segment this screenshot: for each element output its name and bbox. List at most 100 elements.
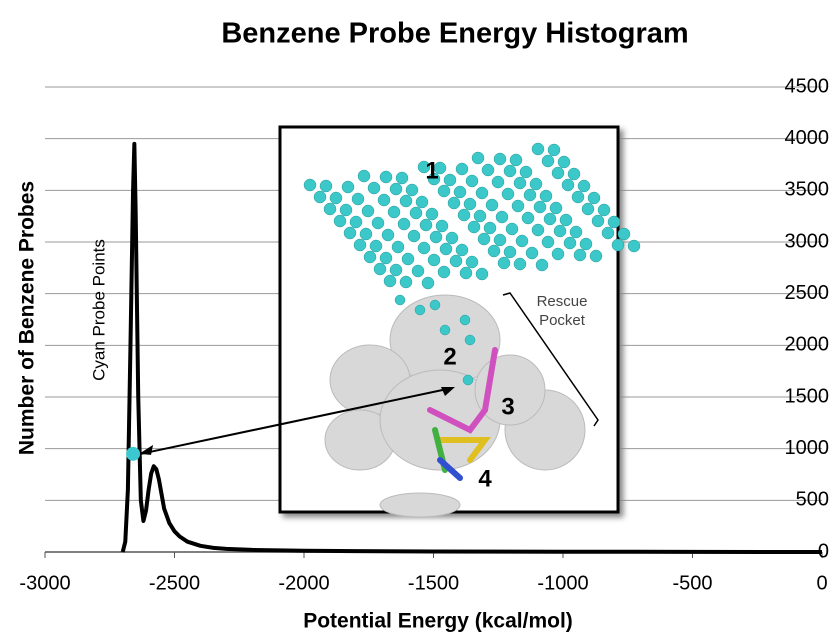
x-tick-label: -1500 (408, 572, 459, 594)
y-tick-label: 1500 (785, 385, 830, 407)
y-tick-label: 0 (818, 540, 829, 562)
y-tick-label: 3000 (785, 230, 830, 252)
y-tick-label: 500 (796, 489, 829, 511)
arrowhead (441, 387, 455, 396)
sphere (367, 181, 381, 195)
sphere (363, 250, 377, 264)
sphere (559, 213, 573, 227)
sphere (511, 199, 525, 213)
sphere (539, 189, 553, 203)
sphere (531, 223, 545, 237)
line (120, 141, 823, 554)
x-tick-label: -2000 (278, 572, 329, 594)
x-tick-label: -3000 (19, 572, 70, 594)
sphere (567, 167, 581, 181)
sphere (379, 251, 393, 265)
sphere (521, 211, 535, 225)
sphere (409, 206, 423, 220)
x-tick-label: -1000 (537, 572, 588, 594)
x-axis-title: Potential Energy (kcal/mol) (303, 610, 573, 633)
sphere (533, 200, 547, 214)
sphere (557, 155, 571, 169)
sphere (493, 233, 507, 247)
x-tick-label: -2500 (149, 572, 200, 594)
sphere (553, 224, 567, 238)
sphere (433, 161, 447, 175)
surface (324, 294, 586, 518)
sphere (437, 265, 451, 279)
sphere (439, 324, 451, 336)
sphere (563, 236, 577, 250)
sphere (473, 209, 487, 223)
sphere (373, 262, 387, 276)
y-tick-label: 4500 (785, 75, 830, 97)
x-tick-label: 0 (816, 572, 827, 594)
sphere (449, 254, 463, 268)
sphere (551, 247, 565, 261)
sphere (313, 190, 327, 204)
sphere (549, 201, 563, 215)
sphere (389, 182, 403, 196)
sphere (493, 152, 507, 166)
sphere (425, 207, 439, 221)
sphere (455, 162, 469, 176)
sphere (601, 226, 615, 240)
bracket (502, 292, 599, 427)
sphere (387, 205, 401, 219)
sphere (483, 221, 497, 235)
sphere (417, 160, 431, 174)
x-tick-label: -500 (672, 572, 712, 594)
sphere (569, 225, 583, 239)
sphere (571, 190, 585, 204)
inset-label: 4 (478, 465, 492, 492)
sphere (389, 263, 403, 277)
sphere (411, 264, 425, 278)
sphere (459, 266, 473, 280)
sphere (351, 192, 365, 206)
sphere (381, 228, 395, 242)
sphere (303, 178, 317, 192)
sphere (427, 172, 441, 186)
sphere (447, 196, 461, 210)
sphere (445, 231, 459, 245)
sphere (465, 174, 479, 188)
sphere (353, 238, 367, 252)
sphere (475, 186, 489, 200)
sphere (455, 243, 469, 257)
sphere (341, 180, 355, 194)
sphere (429, 230, 443, 244)
sphere (357, 169, 371, 183)
sphere (339, 203, 353, 217)
sphere (457, 208, 471, 222)
sphere (399, 275, 413, 289)
sphere (319, 179, 333, 193)
sphere (361, 204, 375, 218)
sphere (579, 237, 593, 251)
sphere (415, 195, 429, 209)
sphere (377, 193, 391, 207)
sphere (419, 218, 433, 232)
inset-label: 3 (501, 393, 514, 420)
sphere (391, 240, 405, 254)
inset-label: 1 (425, 157, 438, 184)
sphere (465, 255, 479, 269)
y-tick-label: 1000 (785, 437, 830, 459)
ligand (427, 347, 498, 481)
sphere (405, 183, 419, 197)
sphere (543, 212, 557, 226)
sphere (551, 166, 565, 180)
sphere (617, 227, 631, 241)
sphere (427, 253, 441, 267)
sphere (414, 304, 426, 316)
sphere (587, 191, 601, 205)
sphere (535, 258, 549, 272)
sphere (471, 151, 485, 165)
sphere (485, 198, 499, 212)
sphere (407, 229, 421, 243)
sphere (519, 165, 533, 179)
y-tick-label: 4000 (785, 127, 830, 149)
arrow (140, 387, 453, 455)
sphere (513, 257, 527, 271)
sphere (523, 188, 537, 202)
